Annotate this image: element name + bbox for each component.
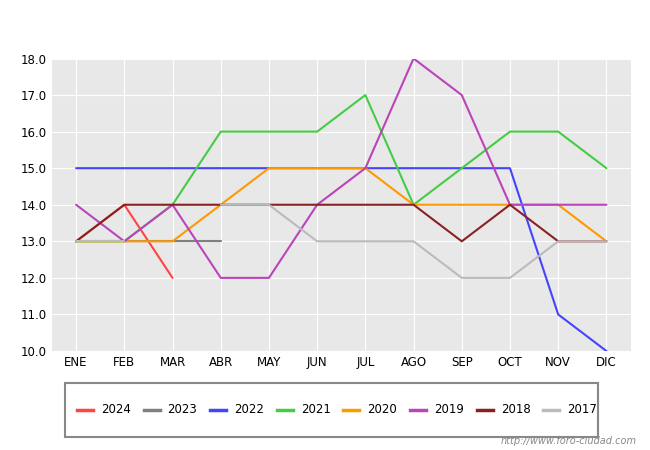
Text: 2024: 2024 <box>101 403 131 416</box>
Text: 2023: 2023 <box>168 403 198 416</box>
Text: http://www.foro-ciudad.com: http://www.foro-ciudad.com <box>501 436 637 446</box>
Text: Afiliados en Partido de la Sierra en Tobalina a 31/5/2024: Afiliados en Partido de la Sierra en Tob… <box>100 19 550 35</box>
Text: 2017: 2017 <box>567 403 597 416</box>
Text: 2021: 2021 <box>301 403 331 416</box>
Text: 2022: 2022 <box>234 403 264 416</box>
FancyBboxPatch shape <box>65 382 598 436</box>
Text: 2019: 2019 <box>434 403 464 416</box>
Text: 2020: 2020 <box>367 403 397 416</box>
Text: 2018: 2018 <box>500 403 530 416</box>
